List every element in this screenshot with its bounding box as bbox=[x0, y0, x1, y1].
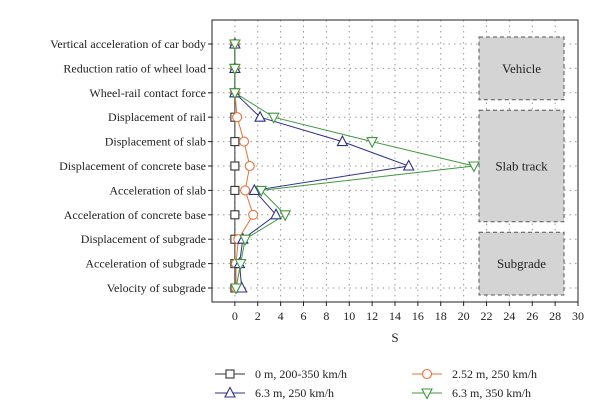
legend-label: 6.3 m, 250 km/h bbox=[255, 386, 334, 400]
x-tick-label: 28 bbox=[549, 309, 561, 323]
data-point bbox=[255, 185, 268, 198]
data-point bbox=[230, 283, 242, 295]
x-tick-label: 10 bbox=[343, 309, 355, 323]
legend-item: 6.3 m, 350 km/h bbox=[412, 386, 531, 400]
data-point bbox=[267, 112, 280, 124]
x-tick-label: 24 bbox=[503, 309, 515, 323]
data-point bbox=[254, 110, 266, 122]
y-axis-categories: Vertical acceleration of car body Reducti… bbox=[50, 37, 212, 295]
category-label: Acceleration of slab bbox=[109, 183, 206, 197]
x-tick-label: 6 bbox=[301, 309, 307, 323]
legend-label: 2.52 m, 250 km/h bbox=[452, 367, 537, 381]
x-tick-label: 14 bbox=[389, 309, 401, 323]
data-point bbox=[468, 161, 480, 173]
x-tick-label: 12 bbox=[366, 309, 378, 323]
x-tick-label: 30 bbox=[572, 309, 584, 323]
x-tick-label: 18 bbox=[435, 309, 447, 323]
group-box bbox=[478, 109, 565, 223]
category-label: Displacement of subgrade bbox=[81, 232, 206, 246]
x-tick-label: 0 bbox=[232, 309, 238, 323]
group-boxes: Vehicle Slab track Subgrade bbox=[478, 36, 565, 296]
data-point bbox=[230, 137, 240, 147]
group-box bbox=[478, 231, 565, 296]
x-axis: 0 2 4 6 8 10 12 14 16 18 20 22 24 26 28 30 bbox=[232, 302, 584, 323]
category-label: Displacement of concrete base bbox=[59, 159, 206, 173]
series bbox=[228, 37, 480, 295]
data-point bbox=[270, 208, 282, 220]
x-tick-label: 2 bbox=[255, 309, 261, 323]
data-point bbox=[228, 39, 241, 51]
data-point bbox=[244, 160, 255, 172]
data-point bbox=[239, 234, 252, 246]
x-tick-label: 16 bbox=[412, 309, 424, 323]
data-point bbox=[248, 183, 261, 195]
data-point bbox=[402, 159, 415, 171]
x-tick-label: 4 bbox=[278, 309, 284, 323]
group-box bbox=[478, 36, 565, 101]
legend-marker bbox=[421, 368, 433, 380]
x-tick-label: 8 bbox=[323, 309, 329, 323]
legend-label: 0 m, 200-350 km/h bbox=[255, 367, 347, 381]
group-box-label: Slab track bbox=[495, 159, 548, 174]
category-label: Velocity of subgrade bbox=[107, 281, 206, 295]
data-point bbox=[248, 209, 259, 220]
legend: 0 m, 200-350 km/h 2.52 m, 250 km/h 6.3 m, … bbox=[215, 367, 537, 400]
legend-marker bbox=[225, 369, 235, 379]
data-point bbox=[234, 259, 247, 271]
category-label: Acceleration of subgrade bbox=[85, 257, 206, 271]
category-label: Displacement of rail bbox=[108, 110, 207, 124]
x-axis-title: S bbox=[391, 330, 398, 345]
category-label: Acceleration of concrete base bbox=[64, 208, 206, 222]
group-box-label: Vehicle bbox=[502, 61, 541, 76]
data-point bbox=[230, 210, 240, 220]
data-point bbox=[238, 136, 250, 147]
category-label: Vertical acceleration of car body bbox=[50, 37, 206, 51]
legend-marker bbox=[421, 388, 433, 400]
data-point bbox=[230, 161, 240, 171]
legend-item: 0 m, 200-350 km/h bbox=[215, 367, 347, 381]
legend-item: 6.3 m, 250 km/h bbox=[215, 386, 334, 400]
series-3 bbox=[228, 37, 415, 293]
category-label: Reduction ratio of wheel load bbox=[63, 61, 206, 75]
data-point bbox=[230, 185, 240, 195]
legend-item: 2.52 m, 250 km/h bbox=[412, 367, 537, 381]
category-label: Wheel-rail contact force bbox=[89, 86, 206, 100]
x-tick-label: 20 bbox=[458, 309, 470, 323]
data-point bbox=[279, 210, 292, 222]
data-point bbox=[228, 63, 241, 76]
x-tick-label: 26 bbox=[526, 309, 538, 323]
x-tick-label: 22 bbox=[481, 309, 493, 323]
legend-label: 6.3 m, 350 km/h bbox=[452, 386, 531, 400]
data-point bbox=[240, 185, 251, 196]
category-label: Displacement of slab bbox=[105, 135, 206, 149]
data-point bbox=[336, 134, 349, 147]
series-4 bbox=[228, 39, 480, 295]
group-box-label: Subgrade bbox=[497, 256, 546, 271]
data-point bbox=[228, 88, 241, 100]
data-point bbox=[366, 137, 379, 149]
legend-marker bbox=[224, 386, 236, 398]
data-point bbox=[232, 112, 243, 123]
